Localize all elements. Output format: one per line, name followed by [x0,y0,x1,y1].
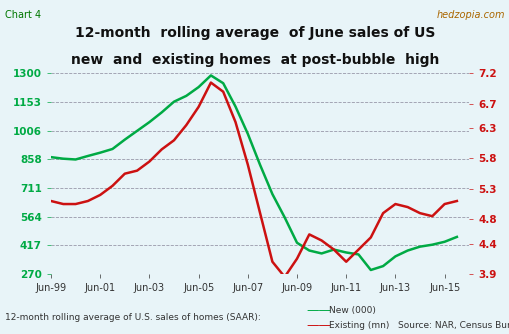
Text: new  and  existing homes  at post-bubble  high: new and existing homes at post-bubble hi… [71,53,438,67]
Text: 12-month rolling average of U.S. sales of homes (SAAR):: 12-month rolling average of U.S. sales o… [5,313,260,322]
Text: Existing (mn): Existing (mn) [328,321,388,330]
Text: Chart 4: Chart 4 [5,10,41,20]
Text: Source: NAR, Census Bureau: Source: NAR, Census Bureau [397,321,509,330]
Text: hedzopia.com: hedzopia.com [436,10,504,20]
Text: ——: —— [305,319,330,332]
Text: ——: —— [305,304,330,317]
Text: New (000): New (000) [328,306,375,315]
Text: 12-month  rolling average  of June sales of US: 12-month rolling average of June sales o… [75,26,434,40]
